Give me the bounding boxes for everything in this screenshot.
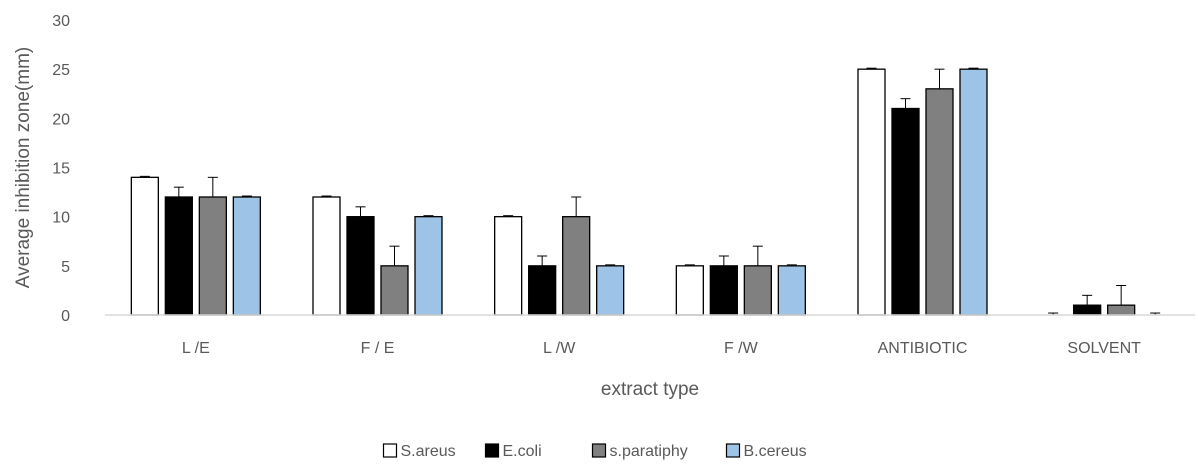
legend-swatch	[725, 443, 741, 458]
legend-label: B.cereus	[744, 443, 807, 460]
bar	[777, 265, 806, 316]
bar	[232, 196, 261, 316]
bar	[346, 216, 375, 316]
x-tick-label: SOLVENT	[1067, 340, 1141, 357]
y-tick-label: 30	[52, 13, 70, 30]
x-axis-ticks: L /E F / E L /W F /W ANTIBIOTIC SOLVENT	[182, 340, 1141, 357]
x-axis-label: extract type	[601, 379, 699, 400]
error-bars	[139, 67, 1161, 315]
legend-label: S.areus	[401, 443, 456, 460]
y-tick-label: 5	[61, 259, 70, 276]
bar	[528, 265, 557, 316]
bars	[130, 68, 1136, 316]
x-tick-label: F /W	[724, 340, 759, 357]
x-tick-label: ANTIBIOTIC	[878, 340, 968, 357]
x-tick-label: F / E	[361, 340, 395, 357]
bar	[1073, 304, 1102, 316]
y-axis-ticks: 0 5 10 15 20 25 30	[52, 13, 70, 325]
y-tick-label: 15	[52, 161, 70, 178]
legend-swatch	[382, 443, 398, 458]
legend-label: s.paratiphy	[610, 443, 688, 460]
bar	[709, 265, 738, 316]
bar	[891, 107, 920, 316]
y-tick-label: 0	[61, 308, 70, 325]
bar	[1107, 304, 1136, 316]
bar	[925, 88, 954, 316]
bar	[380, 265, 409, 316]
x-tick-label: L /E	[182, 340, 210, 357]
y-tick-label: 25	[52, 62, 70, 79]
legend-label: E.coli	[503, 443, 542, 460]
y-tick-label: 20	[52, 111, 70, 128]
bar	[743, 265, 772, 316]
bar	[857, 68, 886, 316]
bar	[959, 68, 988, 316]
bar	[164, 196, 193, 316]
bar	[675, 265, 704, 316]
bar	[494, 216, 523, 316]
bar	[414, 216, 443, 316]
bar	[312, 196, 341, 316]
legend-swatch	[591, 443, 607, 458]
legend: S.areus E.coli s.paratiphy B.cereus	[382, 443, 807, 460]
bar	[596, 265, 625, 316]
bar	[198, 196, 227, 316]
legend-swatch	[484, 443, 500, 458]
bar	[562, 216, 591, 316]
y-tick-label: 10	[52, 210, 70, 227]
x-tick-label: L /W	[543, 340, 576, 357]
bar	[130, 176, 159, 316]
y-axis-label: Average inhibition zone(mm)	[13, 47, 34, 289]
